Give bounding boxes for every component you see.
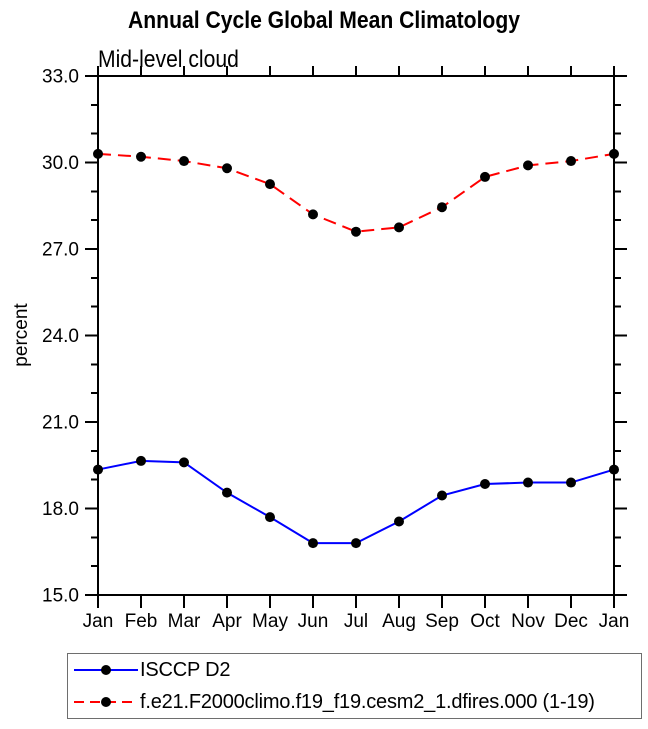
y-tick-label: 30.0: [42, 153, 79, 174]
data-point-marker: [609, 148, 619, 159]
legend-marker-icon: [101, 697, 111, 707]
data-point-marker: [136, 455, 146, 466]
data-point-marker: [93, 464, 103, 475]
data-point-marker: [523, 160, 533, 171]
data-point-marker: [566, 477, 576, 488]
data-point-marker: [437, 202, 447, 213]
x-tick-label: Oct: [470, 611, 500, 632]
x-tick-label: Apr: [212, 611, 242, 632]
data-point-marker: [394, 516, 404, 527]
x-tick-label: Dec: [554, 611, 588, 632]
chart-plot-area: Jan Feb Mar Apr May Jun Jul Aug Sep Oct Nov Dec Jan1…: [42, 66, 630, 632]
data-point-marker: [566, 156, 576, 167]
legend-label-isccp: ISCCP D2: [140, 658, 231, 681]
y-tick-label: 24.0: [42, 326, 79, 347]
y-tick-label: 21.0: [42, 413, 79, 434]
x-tick-label: Feb: [125, 611, 158, 632]
legend-item-model: f.e21.F2000climo.f19_f19.cesm2_1.dfires.…: [68, 686, 641, 718]
data-point-marker: [437, 490, 447, 501]
x-tick-label: Jan: [83, 611, 114, 632]
x-tick-label: Mar: [168, 611, 201, 632]
data-point-marker: [222, 487, 232, 498]
x-tick-label: Aug: [382, 611, 416, 632]
series-line-1: [97, 152, 615, 233]
data-point-marker: [179, 457, 189, 468]
data-point-marker: [222, 163, 232, 174]
chart-title: Annual Cycle Global Mean Climatology: [128, 7, 520, 34]
data-point-marker: [609, 464, 619, 475]
x-tick-label: Jun: [298, 611, 329, 632]
data-point-marker: [480, 171, 490, 182]
x-tick-label: May: [252, 611, 288, 632]
data-point-marker: [179, 156, 189, 167]
x-tick-label: Nov: [511, 611, 545, 632]
chart-subtitle: Mid-level cloud: [98, 46, 239, 73]
data-point-marker: [308, 209, 318, 220]
legend-label-model: f.e21.F2000climo.f19_f19.cesm2_1.dfires.…: [140, 690, 595, 713]
y-tick-label: 33.0: [42, 67, 79, 88]
x-tick-label: Jul: [344, 611, 368, 632]
y-tick-label: 15.0: [42, 586, 79, 607]
data-point-marker: [351, 226, 361, 237]
legend: ISCCP D2 f.e21.F2000climo.f19_f19.cesm2_…: [67, 653, 642, 719]
legend-line-sample-model: [74, 697, 138, 707]
data-point-marker: [308, 538, 318, 549]
legend-line-sample-isccp: [74, 665, 138, 675]
data-point-marker: [265, 179, 275, 190]
data-point-marker: [480, 478, 490, 489]
data-point-marker: [136, 151, 146, 162]
data-point-marker: [265, 512, 275, 523]
data-point-marker: [351, 538, 361, 549]
data-point-marker: [394, 222, 404, 233]
legend-marker-icon: [101, 665, 111, 675]
y-tick-label: 18.0: [42, 499, 79, 520]
data-point-marker: [523, 477, 533, 488]
data-point-marker: [93, 148, 103, 159]
x-tick-label: Sep: [425, 611, 459, 632]
series-line-0: [97, 459, 615, 545]
legend-item-isccp-d2: ISCCP D2: [68, 654, 641, 686]
x-tick-label: Jan: [599, 611, 630, 632]
y-tick-label: 27.0: [42, 240, 79, 261]
